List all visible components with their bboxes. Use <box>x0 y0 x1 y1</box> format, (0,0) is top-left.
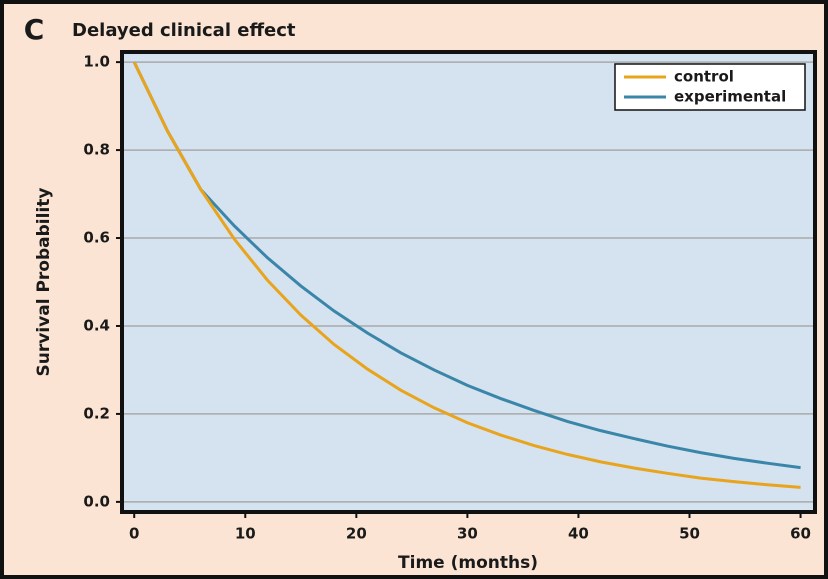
x-tick-label: 10 <box>235 525 256 543</box>
x-tick-label: 20 <box>346 525 367 543</box>
y-tick-label: 0.8 <box>83 141 110 159</box>
y-tick-label: 0.2 <box>83 404 110 422</box>
legend-box <box>614 63 806 111</box>
y-tick-label: 1.0 <box>83 53 110 71</box>
x-tick-label: 60 <box>790 525 811 543</box>
plot-border <box>120 50 817 514</box>
y-axis-label: Survival Probability <box>34 188 54 377</box>
y-tick-label: 0.6 <box>83 229 110 247</box>
x-tick-label: 40 <box>568 525 589 543</box>
series-line <box>132 61 801 489</box>
x-tick-label: 0 <box>129 525 139 543</box>
panel-label: C <box>24 13 45 46</box>
legend-label: control <box>674 68 734 86</box>
x-tick-label: 30 <box>457 525 478 543</box>
x-axis-label: Time (months) <box>398 553 538 573</box>
y-tick-label: 0.4 <box>83 316 110 334</box>
legend-label: experimental <box>674 88 786 106</box>
x-tick-label: 50 <box>679 525 700 543</box>
y-tick-label: 0.0 <box>83 492 110 510</box>
chart-title: Delayed clinical effect <box>72 20 296 41</box>
series-line <box>132 61 801 470</box>
plot-area <box>122 52 815 512</box>
